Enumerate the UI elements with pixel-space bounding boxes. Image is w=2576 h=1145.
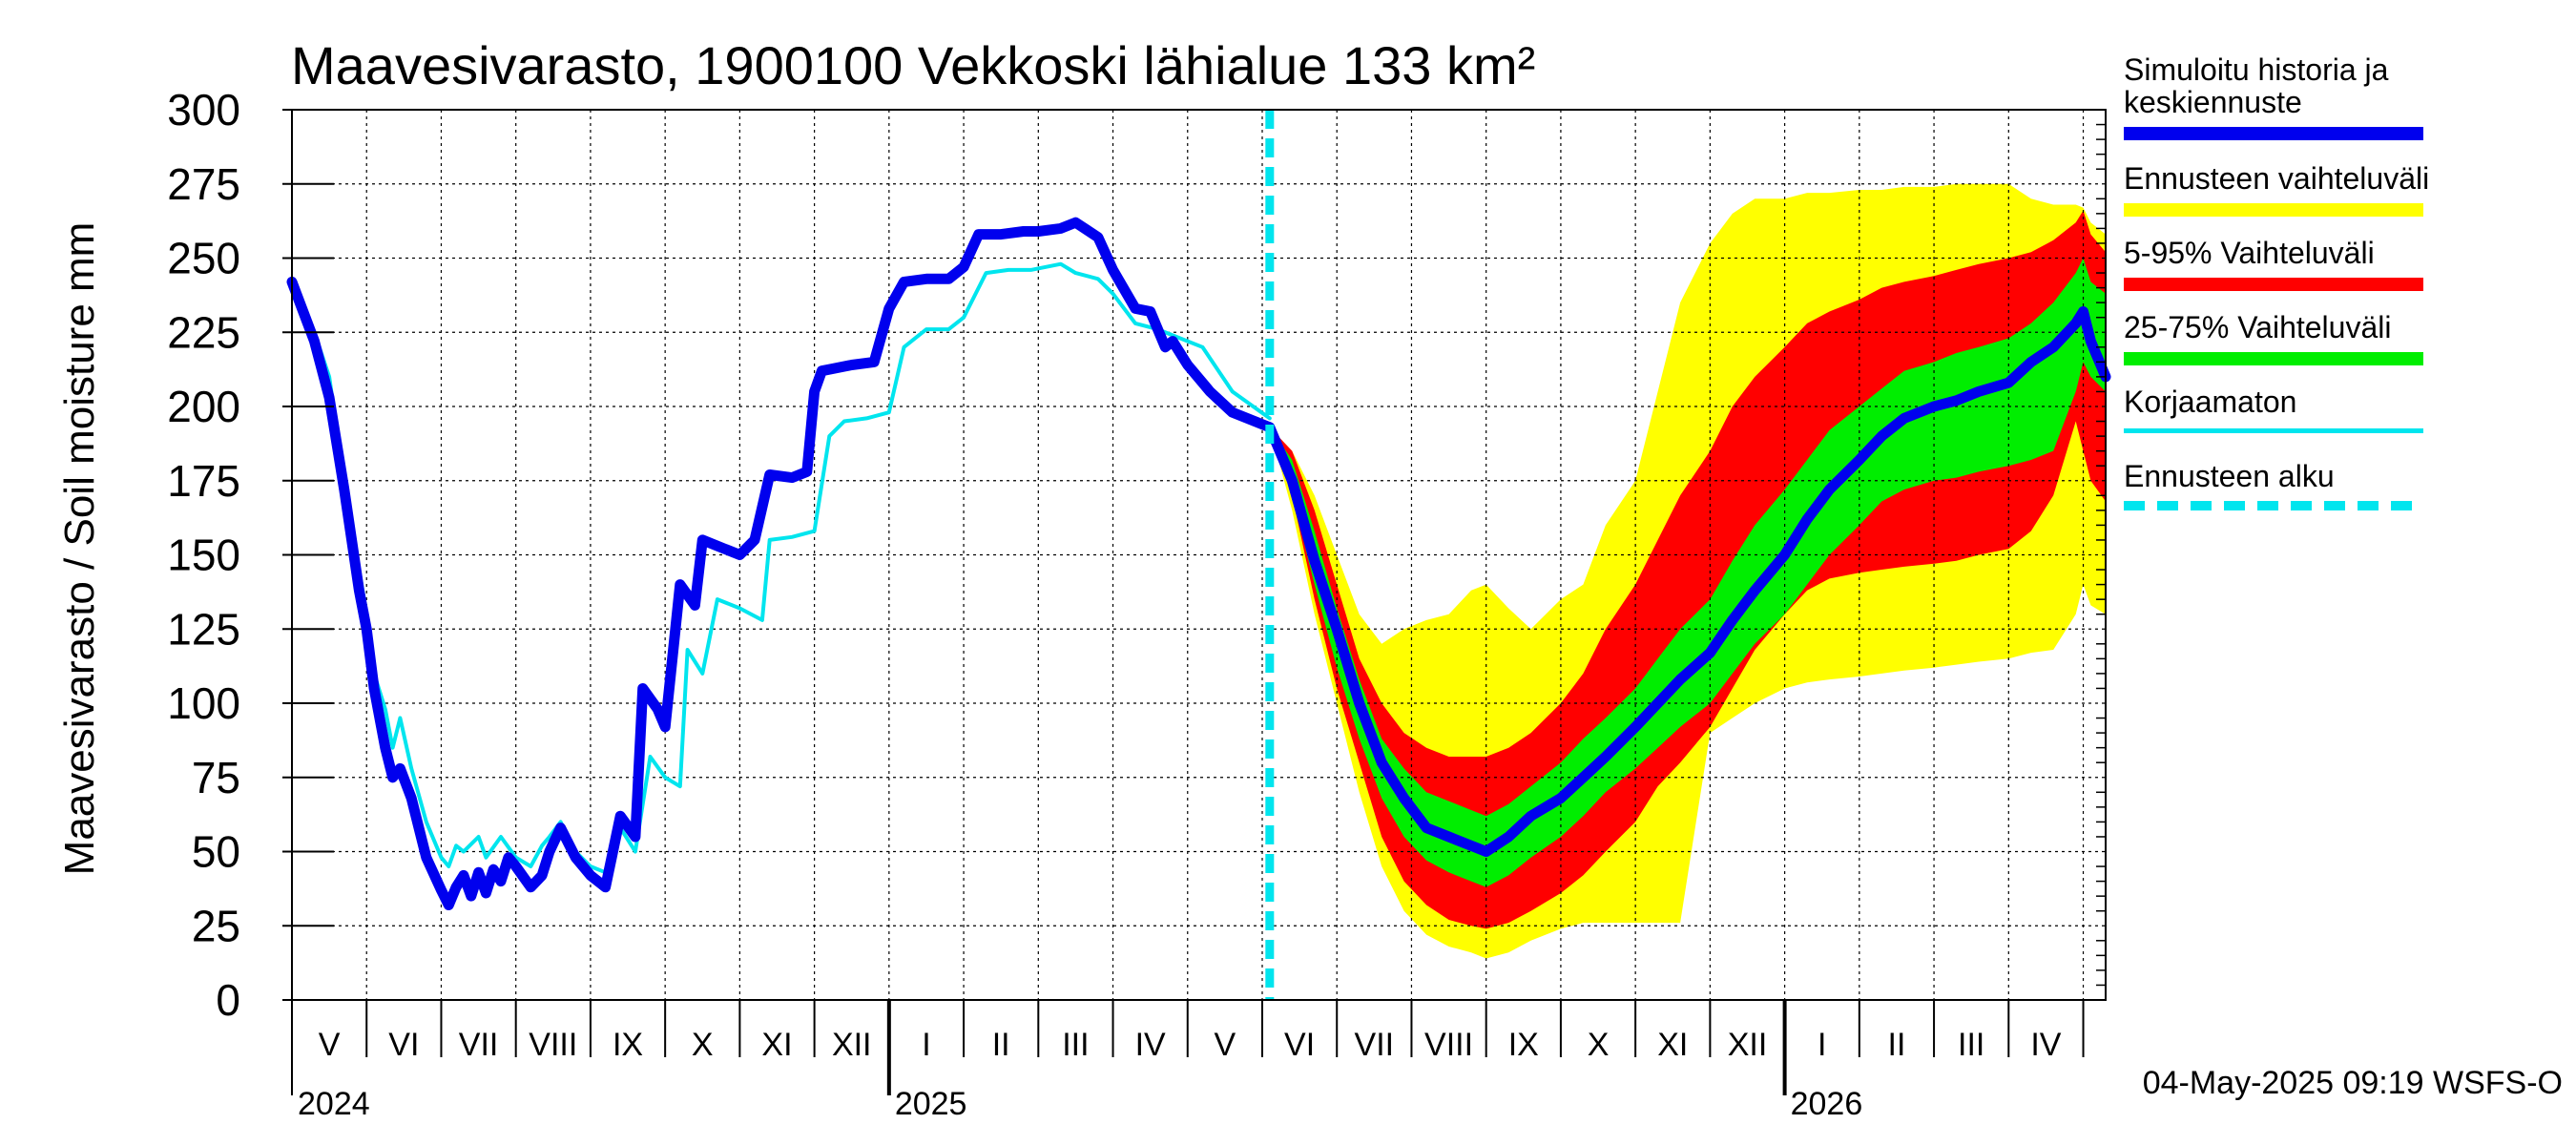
y-tick-label: 250 [167,234,240,283]
x-month-label: X [692,1027,714,1063]
y-tick-label: 150 [167,531,240,580]
x-month-label: I [922,1027,930,1063]
x-year-label: 2024 [298,1086,370,1122]
timestamp: 04-May-2025 09:19 WSFS-O [2143,1065,2563,1101]
x-month-label: XII [1728,1027,1768,1063]
y-tick-label: 125 [167,604,240,654]
x-month-label: II [1888,1027,1906,1063]
legend-label-simulated-line1: Simuloitu historia ja [2124,52,2389,87]
x-month-label: V [319,1027,341,1063]
legend-swatch-forecast-range [2124,203,2423,217]
plot-area-fills [1269,183,2106,959]
series-lines [286,110,2111,1000]
x-month-label: XI [761,1027,792,1063]
y-tick-label: 300 [167,85,240,135]
series-line-2 [1264,306,2111,857]
x-month-label: VII [459,1027,499,1063]
x-month-label: IV [2030,1027,2061,1063]
x-year-label: 2025 [895,1086,967,1122]
x-month-label: IX [613,1027,643,1063]
series-line-1 [286,217,1276,910]
legend-label-forecast-start: Ennusteen alku [2124,459,2335,493]
y-tick-label: 0 [216,975,240,1025]
x-month-label: VIII [1424,1027,1473,1063]
legend-label-forecast-range: Ennusteen vaihteluväli [2124,161,2429,196]
y-tick-label: 275 [167,159,240,209]
y-tick-label: 200 [167,382,240,431]
x-month-label: III [1062,1027,1089,1063]
x-month-label: I [1818,1027,1826,1063]
chart-title: Maavesivarasto, 1900100 Vekkoski lähialu… [291,35,1535,95]
y-tick-label: 25 [192,901,240,950]
legend: Simuloitu historia ja keskiennuste Ennus… [2124,52,2429,510]
x-month-label: VI [1284,1027,1315,1063]
y-tick-label: 225 [167,307,240,357]
legend-swatch-uncorrected [2124,428,2423,433]
x-year-label: 2026 [1791,1086,1863,1122]
legend-swatch-5-95 [2124,278,2423,291]
legend-label-5-95: 5-95% Vaihteluväli [2124,236,2375,270]
legend-swatch-simulated [2124,127,2423,140]
y-tick-label: 75 [192,753,240,802]
band-2 [1269,258,2106,887]
y-tick-label: 50 [192,827,240,877]
legend-label-25-75: 25-75% Vaihteluväli [2124,310,2391,344]
x-month-label: II [992,1027,1010,1063]
y-tick-label: 175 [167,456,240,506]
x-month-label: V [1215,1027,1236,1063]
y-tick-label: 100 [167,678,240,728]
x-month-label: VI [388,1027,419,1063]
x-month-label: VII [1355,1027,1395,1063]
series-line-0 [290,261,1272,875]
legend-label-uncorrected: Korjaamaton [2124,385,2296,419]
x-month-label: IX [1508,1027,1539,1063]
legend-label-simulated-line2: keskiennuste [2124,85,2302,119]
x-month-label: III [1958,1027,1984,1063]
x-month-label: XII [832,1027,872,1063]
x-month-label: IV [1135,1027,1166,1063]
legend-swatch-25-75 [2124,352,2423,365]
y-axis-label: Maavesivarasto / Soil moisture mm [56,222,103,876]
x-month-label: VIII [529,1027,577,1063]
x-month-label: XI [1657,1027,1688,1063]
x-month-label: X [1588,1027,1610,1063]
